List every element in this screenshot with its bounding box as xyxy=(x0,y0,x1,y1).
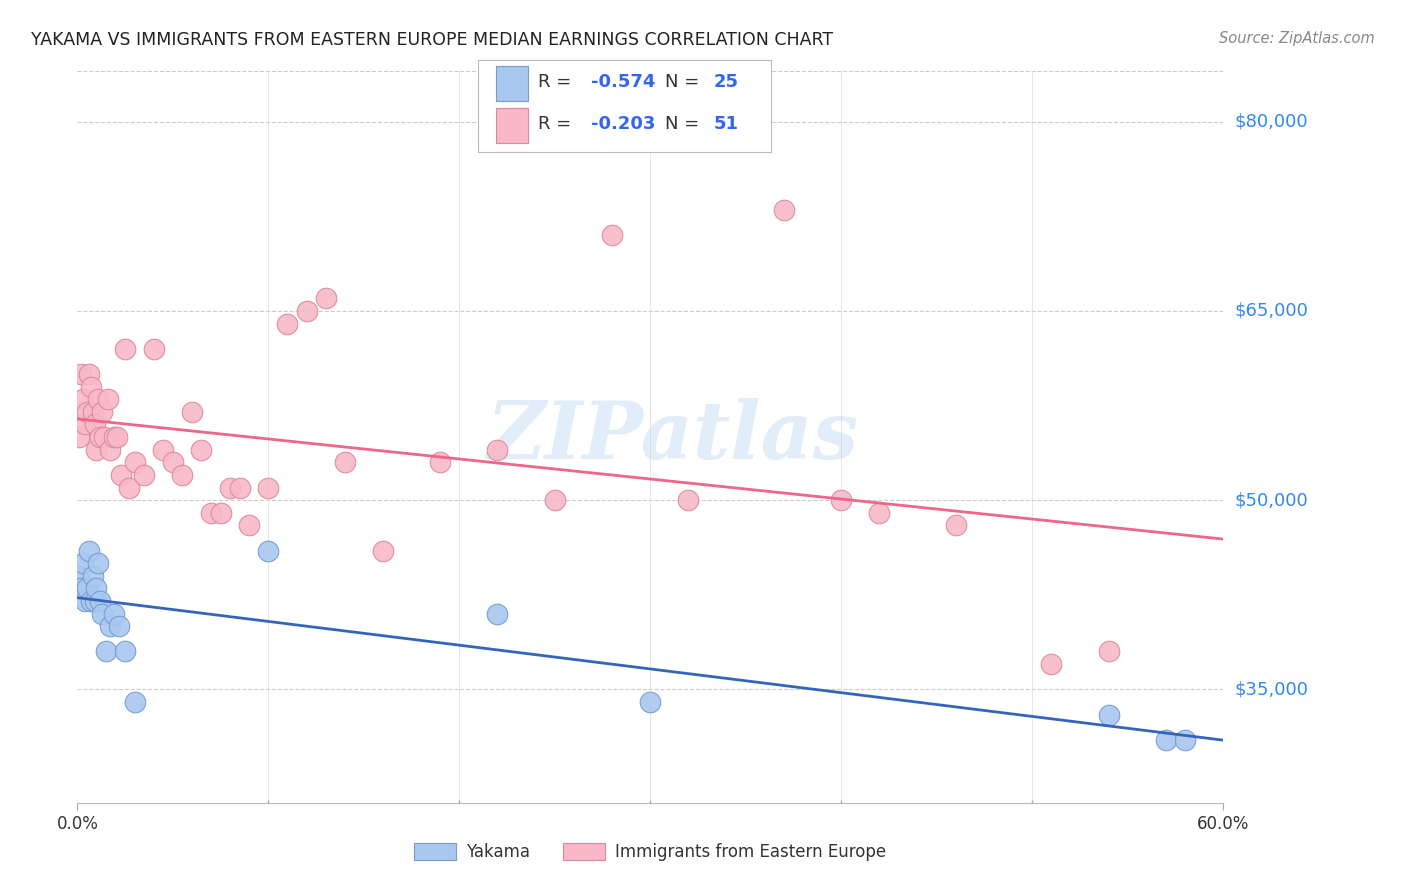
Point xyxy=(70,582,93,596)
Point xyxy=(1174,732,1197,747)
Point xyxy=(371,543,394,558)
Point xyxy=(91,607,114,621)
Text: N =: N = xyxy=(665,115,706,133)
Point xyxy=(773,203,796,218)
Point xyxy=(110,467,132,482)
Text: 25: 25 xyxy=(713,73,738,91)
Point xyxy=(869,506,891,520)
Point xyxy=(89,430,111,444)
Text: N =: N = xyxy=(665,73,706,91)
Point xyxy=(257,481,280,495)
Point xyxy=(94,644,117,658)
Point xyxy=(124,455,146,469)
Point xyxy=(228,481,250,495)
Point xyxy=(486,607,509,621)
Point xyxy=(108,619,131,633)
Point xyxy=(238,518,260,533)
Point xyxy=(98,619,121,633)
Point xyxy=(77,543,100,558)
Point xyxy=(114,342,136,356)
Point xyxy=(80,379,103,393)
Point xyxy=(82,405,104,419)
Text: $80,000: $80,000 xyxy=(1234,112,1308,131)
Point xyxy=(257,543,280,558)
Point xyxy=(80,594,103,608)
Text: -0.203: -0.203 xyxy=(591,115,655,133)
Point xyxy=(103,430,125,444)
Point xyxy=(77,367,100,381)
Point xyxy=(93,430,115,444)
Point xyxy=(76,405,98,419)
FancyBboxPatch shape xyxy=(495,108,527,143)
Text: -0.574: -0.574 xyxy=(591,73,655,91)
Text: $50,000: $50,000 xyxy=(1234,491,1308,509)
Point xyxy=(83,417,105,432)
Point xyxy=(86,442,108,457)
Point xyxy=(87,392,110,407)
Point xyxy=(91,405,114,419)
Point xyxy=(640,695,662,709)
FancyBboxPatch shape xyxy=(478,61,770,152)
Point xyxy=(86,582,108,596)
Point xyxy=(172,467,194,482)
Point xyxy=(114,644,136,658)
Point xyxy=(72,392,94,407)
Text: YAKAMA VS IMMIGRANTS FROM EASTERN EUROPE MEDIAN EARNINGS CORRELATION CHART: YAKAMA VS IMMIGRANTS FROM EASTERN EUROPE… xyxy=(31,31,834,49)
Text: R =: R = xyxy=(538,115,576,133)
Text: 51: 51 xyxy=(713,115,738,133)
Point xyxy=(87,556,110,570)
Point xyxy=(103,607,125,621)
Point xyxy=(82,569,104,583)
Point xyxy=(486,442,509,457)
Point xyxy=(276,317,298,331)
Point xyxy=(945,518,967,533)
FancyBboxPatch shape xyxy=(495,66,527,101)
Point xyxy=(73,594,96,608)
Point xyxy=(134,467,156,482)
Point xyxy=(1098,644,1121,658)
Text: R =: R = xyxy=(538,73,576,91)
Text: $65,000: $65,000 xyxy=(1234,302,1308,320)
Point xyxy=(600,228,623,243)
Point xyxy=(333,455,356,469)
Point xyxy=(544,493,567,508)
Point xyxy=(209,506,232,520)
Legend: Yakama, Immigrants from Eastern Europe: Yakama, Immigrants from Eastern Europe xyxy=(408,836,893,868)
Point xyxy=(162,455,184,469)
Text: Source: ZipAtlas.com: Source: ZipAtlas.com xyxy=(1219,31,1375,46)
Point xyxy=(152,442,174,457)
Point xyxy=(1098,707,1121,722)
Text: ZIPatlas: ZIPatlas xyxy=(486,399,859,475)
Point xyxy=(118,481,141,495)
Point xyxy=(830,493,852,508)
Point xyxy=(72,556,94,570)
Point xyxy=(200,506,222,520)
Point xyxy=(83,594,105,608)
Point xyxy=(73,417,96,432)
Point xyxy=(67,430,90,444)
Point xyxy=(67,569,90,583)
Point xyxy=(98,442,121,457)
Y-axis label: Median Earnings: Median Earnings xyxy=(0,368,8,506)
Point xyxy=(124,695,146,709)
Point xyxy=(678,493,700,508)
Point xyxy=(97,392,120,407)
Point xyxy=(76,582,98,596)
Point xyxy=(190,442,212,457)
Text: $35,000: $35,000 xyxy=(1234,681,1309,698)
Point xyxy=(142,342,165,356)
Point xyxy=(70,367,93,381)
Point xyxy=(89,594,111,608)
Point xyxy=(1154,732,1177,747)
Point xyxy=(295,304,318,318)
Point xyxy=(315,291,337,305)
Point xyxy=(180,405,204,419)
Point xyxy=(429,455,451,469)
Point xyxy=(219,481,242,495)
Point xyxy=(107,430,129,444)
Point xyxy=(1040,657,1063,671)
